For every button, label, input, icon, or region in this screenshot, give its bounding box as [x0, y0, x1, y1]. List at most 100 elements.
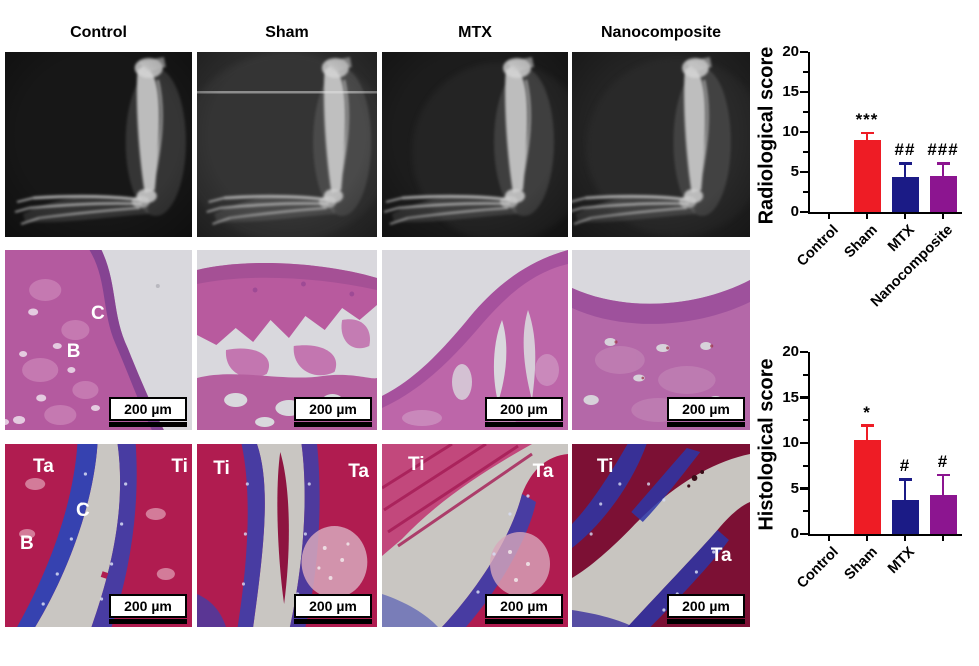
y-axis-tick: [800, 396, 808, 399]
tissue-label-ti: Ti: [171, 455, 188, 477]
scale-bar-label: 200 µm: [485, 397, 563, 421]
x-axis-label-control: Control: [794, 222, 843, 270]
scale-bar: 200 µm: [485, 397, 563, 427]
scale-bar-label: 200 µm: [294, 397, 372, 421]
scale-bar-line: [667, 619, 745, 624]
scale-bar-label: 200 µm: [667, 594, 745, 618]
scale-bar-line: [294, 422, 372, 427]
x-axis-tick: [865, 534, 869, 541]
trichrome-nanocomposite-image: Ti Ta 200 µm: [572, 444, 750, 627]
tissue-label-c: C: [91, 303, 105, 324]
histological-score-axis-title: Histological score: [755, 358, 778, 531]
y-axis-tick: [800, 90, 808, 94]
he-mtx-overlay: 200 µm: [382, 250, 568, 430]
y-axis-minor-tick: [803, 419, 808, 422]
column-header-nanocomposite: Nanocomposite: [600, 24, 721, 41]
y-axis-tick: [800, 350, 808, 354]
y-axis-tick-label: 10: [782, 123, 799, 140]
radiological-score-chart: Radiological score 0 5 10 15 20 Control *** Sha…: [750, 30, 979, 330]
x-axis-tick: [827, 212, 831, 219]
x-axis-tick: [941, 534, 945, 541]
scale-bar: 200 µm: [667, 594, 745, 624]
y-axis-tick-label: 5: [790, 163, 799, 180]
y-axis-tick-label: 5: [790, 479, 799, 497]
y-axis-tick-label: 10: [782, 434, 799, 451]
bar-sham: [853, 440, 881, 534]
y-axis-tick-label: 20: [782, 43, 799, 60]
scale-bar-line: [109, 422, 187, 427]
error-bar-cap: [898, 478, 912, 481]
tissue-label-ti: Ti: [596, 455, 614, 477]
y-axis-minor-tick: [803, 373, 808, 376]
significance-annotation: ##: [894, 140, 916, 160]
error-bar: [903, 163, 907, 179]
bar-nanocomposite: [929, 176, 957, 212]
significance-annotation: *: [863, 402, 871, 422]
error-bar: [865, 425, 869, 443]
scale-bar-label: 200 µm: [485, 594, 563, 618]
histological-score-chart: Histological score 0 5 10 15 20 Control * Sham #…: [750, 330, 979, 666]
scale-bar-line: [485, 619, 563, 624]
bar-mtx: [891, 500, 919, 534]
error-bar: [941, 163, 945, 178]
error-bar: [865, 132, 869, 142]
scale-bar-label: 200 µm: [109, 594, 187, 618]
tissue-label-ta: Ta: [33, 455, 54, 477]
y-axis-tick: [800, 130, 808, 134]
bar-mtx: [891, 176, 919, 212]
scale-bar: 200 µm: [667, 397, 745, 427]
bar-nanocomposite: [929, 494, 957, 534]
x-axis-tick: [827, 534, 831, 541]
y-axis-tick-label: 0: [790, 525, 799, 542]
tissue-label-b: B: [66, 340, 81, 362]
y-axis-tick: [800, 441, 808, 445]
he-sham-overlay: 200 µm: [197, 250, 377, 430]
tissue-label-b: B: [19, 532, 34, 554]
scale-bar-line: [485, 422, 563, 427]
x-axis-label-mtx: MTX: [885, 544, 919, 577]
radiological-score-axis-title: Radiological score: [755, 46, 778, 225]
x-axis-label-sham: Sham: [841, 544, 881, 584]
tissue-label-c: C: [76, 499, 90, 521]
scale-bar-label: 200 µm: [294, 594, 372, 618]
y-axis-minor-tick: [803, 464, 808, 467]
xray-mtx-image: [382, 52, 568, 237]
tissue-label-ti: Ti: [213, 457, 230, 479]
scale-bar-label: 200 µm: [667, 397, 745, 421]
scale-bar: 200 µm: [294, 594, 372, 624]
scale-bar-label: 200 µm: [109, 397, 187, 421]
tissue-label-ti: Ti: [408, 453, 425, 475]
error-bar-cap: [936, 161, 950, 165]
column-header-mtx: MTX: [458, 24, 492, 41]
tissue-label-ta: Ta: [348, 461, 369, 483]
significance-annotation: #: [937, 451, 949, 471]
error-bar: [941, 474, 945, 497]
y-axis-minor-tick: [803, 110, 808, 114]
significance-annotation: ***: [855, 109, 879, 129]
y-axis-minor-tick: [803, 70, 808, 74]
y-axis-minor-tick: [803, 510, 808, 513]
y-axis-minor-tick: [803, 190, 808, 194]
y-axis-tick-label: 15: [782, 83, 799, 100]
bar-sham: [853, 140, 881, 212]
x-axis-label-mtx: MTX: [885, 222, 919, 255]
y-axis-tick: [800, 170, 808, 174]
y-axis-tick: [800, 487, 808, 490]
error-bar-cap: [936, 473, 950, 477]
scale-bar-line: [109, 619, 187, 624]
error-bar-cap: [860, 131, 874, 135]
histological-score-plot: 0 5 10 15 20 Control * Sham # MTX #: [782, 343, 962, 592]
trichrome-control-image: Ta Ti C B 200 µm: [5, 444, 192, 627]
significance-annotation: #: [899, 456, 911, 476]
trichrome-sham-image: Ti Ta 200 µm: [197, 444, 377, 627]
y-axis-tick: [800, 210, 808, 214]
scale-bar: 200 µm: [294, 397, 372, 427]
xray-sham-image: [197, 52, 377, 237]
x-axis-label-control: Control: [794, 544, 843, 592]
y-axis-tick-label: 15: [782, 388, 799, 406]
column-header-control: Control: [70, 24, 127, 41]
column-header-sham: Sham: [265, 24, 309, 41]
x-axis-tick: [941, 212, 945, 219]
scale-bar-line: [294, 619, 372, 624]
